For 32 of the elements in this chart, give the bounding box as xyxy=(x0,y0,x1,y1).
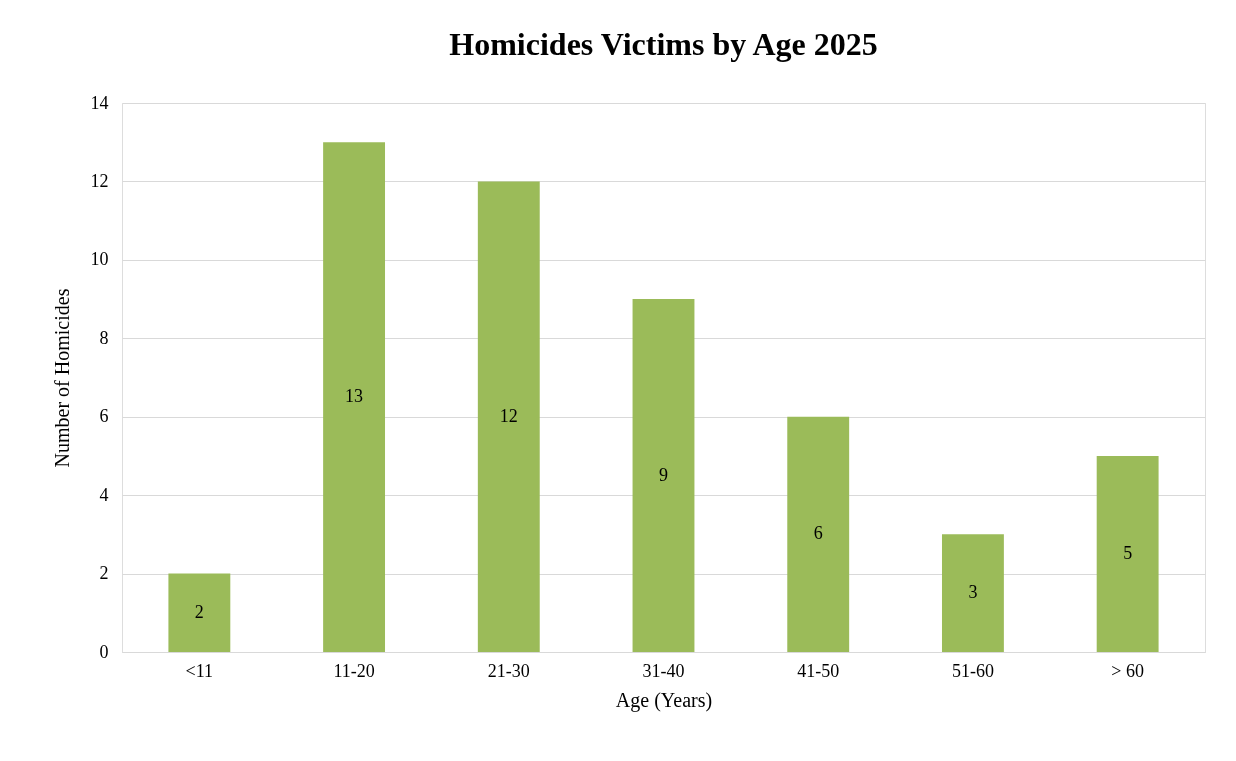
bar xyxy=(323,142,386,652)
y-tick-label: 0 xyxy=(99,641,109,662)
data-label: 9 xyxy=(659,464,668,485)
data-label: 3 xyxy=(968,582,978,603)
y-tick-label: 4 xyxy=(99,484,109,505)
x-tick-label: 21-30 xyxy=(487,660,530,681)
y-tick-label: 2 xyxy=(99,563,109,584)
data-label: 13 xyxy=(345,386,364,407)
x-tick-label: > 60 xyxy=(1111,660,1144,681)
y-tick-label: 14 xyxy=(90,92,109,113)
data-label: 6 xyxy=(813,523,823,544)
data-label: 5 xyxy=(1123,542,1133,563)
x-axis-title: Age (Years) xyxy=(615,688,713,712)
y-tick-label: 12 xyxy=(90,170,109,191)
bar xyxy=(1096,455,1159,652)
data-label: 12 xyxy=(499,405,518,426)
x-tick-label: 31-40 xyxy=(642,660,685,681)
bar xyxy=(632,299,695,652)
bar xyxy=(168,573,231,652)
y-axis-title: Number of Homicides xyxy=(50,288,73,468)
chart-title: Homicides Victims by Age 2025 xyxy=(449,26,878,62)
bar xyxy=(477,181,540,652)
x-tick-label: 11-20 xyxy=(333,660,375,681)
x-tick-label: 41-50 xyxy=(797,660,840,681)
x-tick-label: <11 xyxy=(185,660,214,681)
data-label: 2 xyxy=(194,601,204,622)
bar xyxy=(941,534,1004,652)
y-tick-label: 8 xyxy=(99,327,109,348)
x-tick-label: 51-60 xyxy=(951,660,994,681)
y-tick-label: 10 xyxy=(90,249,109,270)
bar xyxy=(787,416,850,652)
y-tick-label: 6 xyxy=(99,406,109,427)
